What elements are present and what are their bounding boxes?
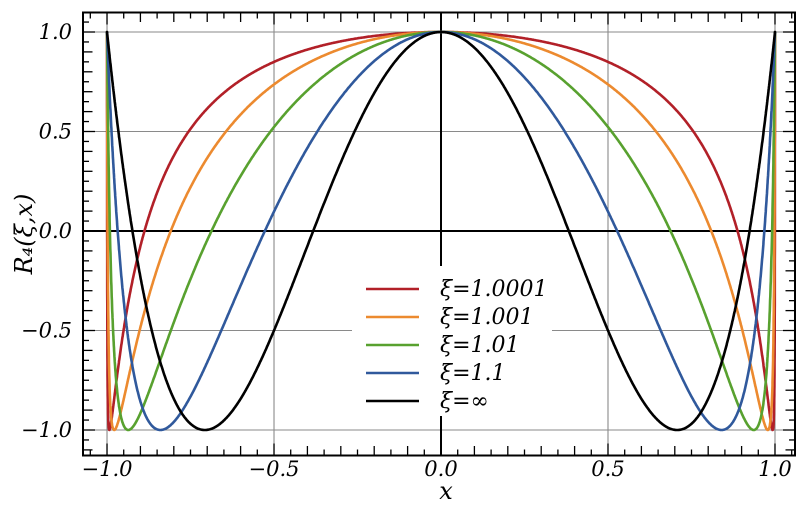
legend-background (352, 266, 552, 416)
legend-label-2: ξ=1.01 (440, 333, 520, 358)
legend-label-3: ξ=1.1 (440, 361, 506, 386)
y-tick-label-0.0: 0.0 (39, 219, 72, 243)
x-tick-labels: −1.0 −0.5 0.0 0.5 1.0 (82, 457, 792, 481)
legend-label-1: ξ=1.001 (440, 305, 534, 330)
x-tick-label-0.0: 0.0 (424, 457, 457, 481)
y-tick-label-−0.5: −0.5 (21, 319, 72, 343)
legend-label-0: ξ=1.0001 (440, 277, 548, 302)
x-tick-label-−0.5: −0.5 (249, 457, 300, 481)
tick-marks (83, 12, 795, 456)
x-tick-label-1.0: 1.0 (758, 457, 791, 481)
legend: ξ=1.0001 ξ=1.001 ξ=1.01 ξ=1.1 ξ=∞ (352, 266, 552, 416)
y-tick-label-0.5: 0.5 (39, 120, 72, 144)
x-tick-label-0.5: 0.5 (591, 457, 624, 481)
x-axis-title: x (439, 477, 453, 505)
y-tick-labels: 1.0 0.5 0.0 −0.5 −1.0 (21, 20, 72, 442)
series-curves (105, 30, 777, 432)
y-tick-label-1.0: 1.0 (39, 20, 72, 44)
series-line-4-xi-∞ (105, 30, 777, 432)
plot-frame (82, 11, 796, 457)
y-tick-label-−1.0: −1.0 (21, 418, 72, 442)
y-axis-title: R₄(ξ,x) (10, 194, 38, 276)
legend-label-4: ξ=∞ (440, 389, 489, 414)
x-tick-label-−1.0: −1.0 (82, 457, 133, 481)
